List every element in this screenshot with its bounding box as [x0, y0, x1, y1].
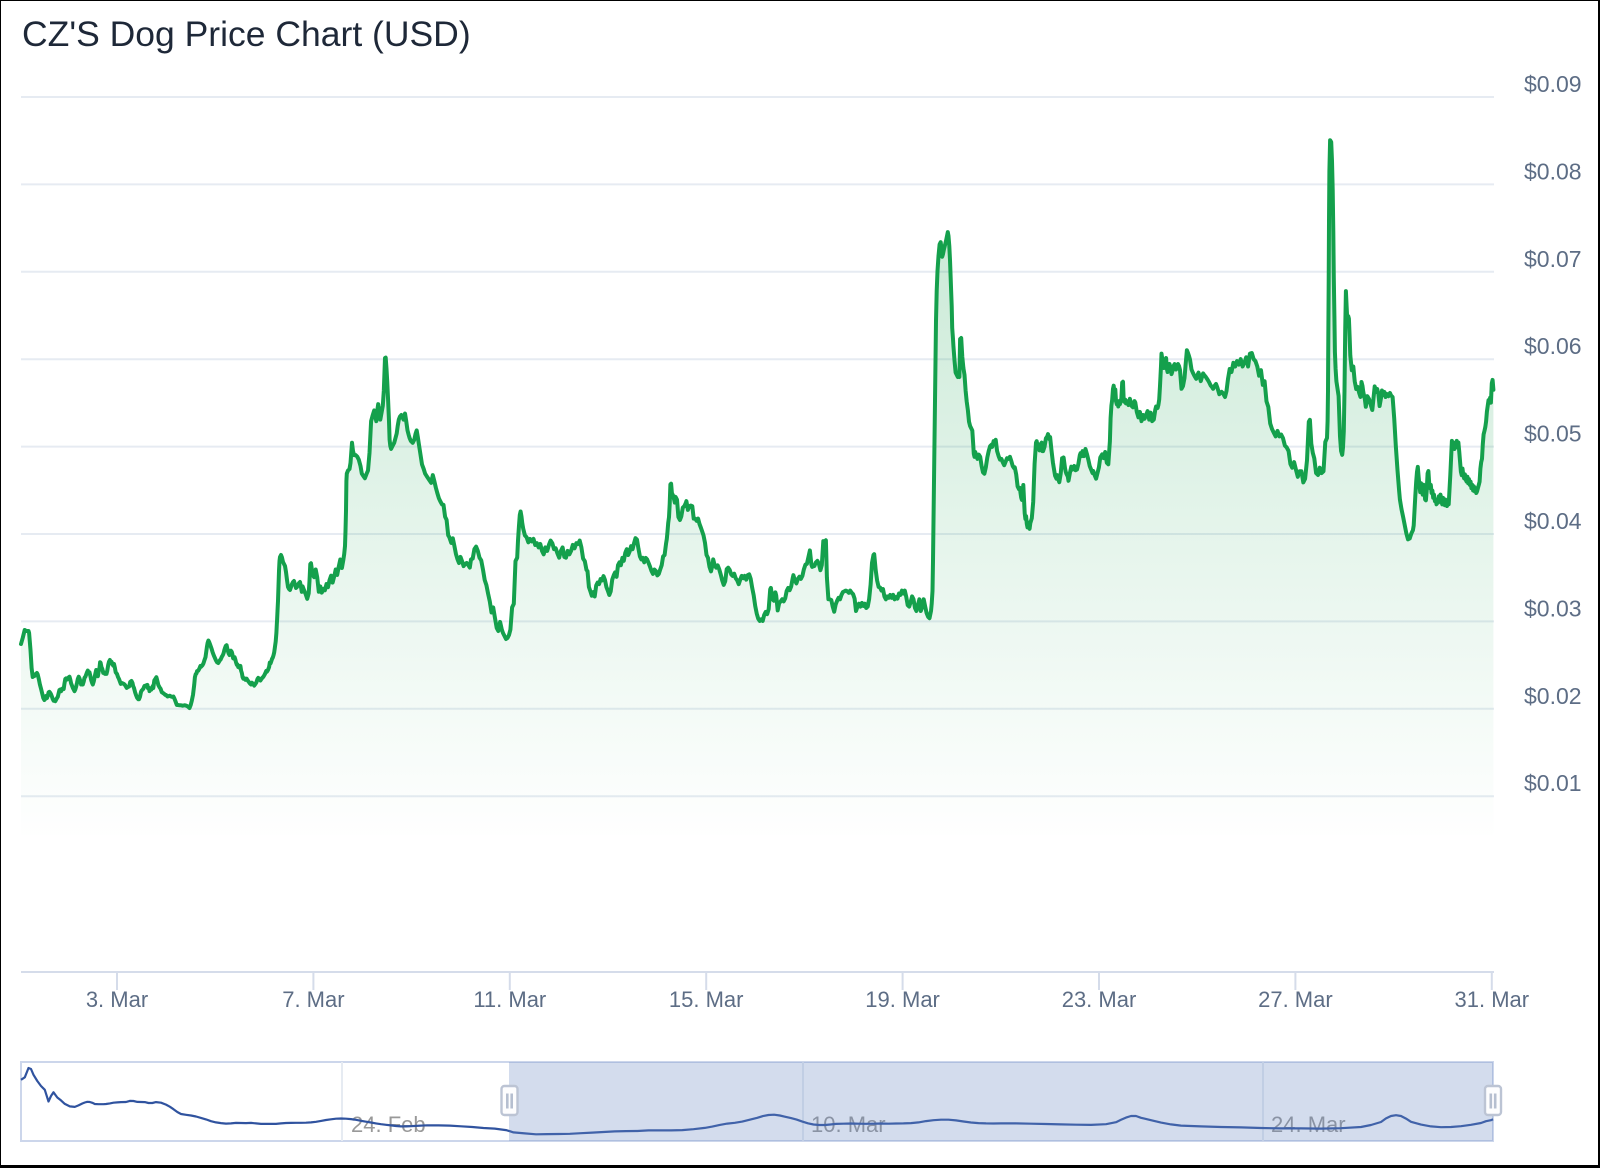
- svg-text:$0.05: $0.05: [1524, 421, 1582, 447]
- svg-text:7. Mar: 7. Mar: [282, 987, 344, 1012]
- svg-text:$0.03: $0.03: [1524, 595, 1582, 621]
- svg-text:$0.07: $0.07: [1524, 246, 1582, 272]
- svg-text:19. Mar: 19. Mar: [865, 987, 940, 1012]
- svg-text:CZ'S Dog Price Chart (USD): CZ'S Dog Price Chart (USD): [22, 14, 471, 54]
- svg-text:15. Mar: 15. Mar: [669, 987, 744, 1012]
- svg-text:11. Mar: 11. Mar: [473, 987, 546, 1012]
- svg-text:$0.01: $0.01: [1524, 770, 1582, 796]
- svg-text:$0.06: $0.06: [1524, 333, 1582, 359]
- svg-text:$0.02: $0.02: [1524, 683, 1582, 709]
- svg-text:27. Mar: 27. Mar: [1258, 987, 1333, 1012]
- svg-text:31. Mar: 31. Mar: [1455, 987, 1530, 1012]
- svg-text:23. Mar: 23. Mar: [1062, 987, 1137, 1012]
- svg-text:$0.09: $0.09: [1524, 71, 1582, 97]
- svg-text:$0.04: $0.04: [1524, 508, 1582, 534]
- svg-text:3. Mar: 3. Mar: [86, 987, 148, 1012]
- svg-text:24. Mar: 24. Mar: [1271, 1112, 1346, 1137]
- svg-text:$0.08: $0.08: [1524, 158, 1582, 184]
